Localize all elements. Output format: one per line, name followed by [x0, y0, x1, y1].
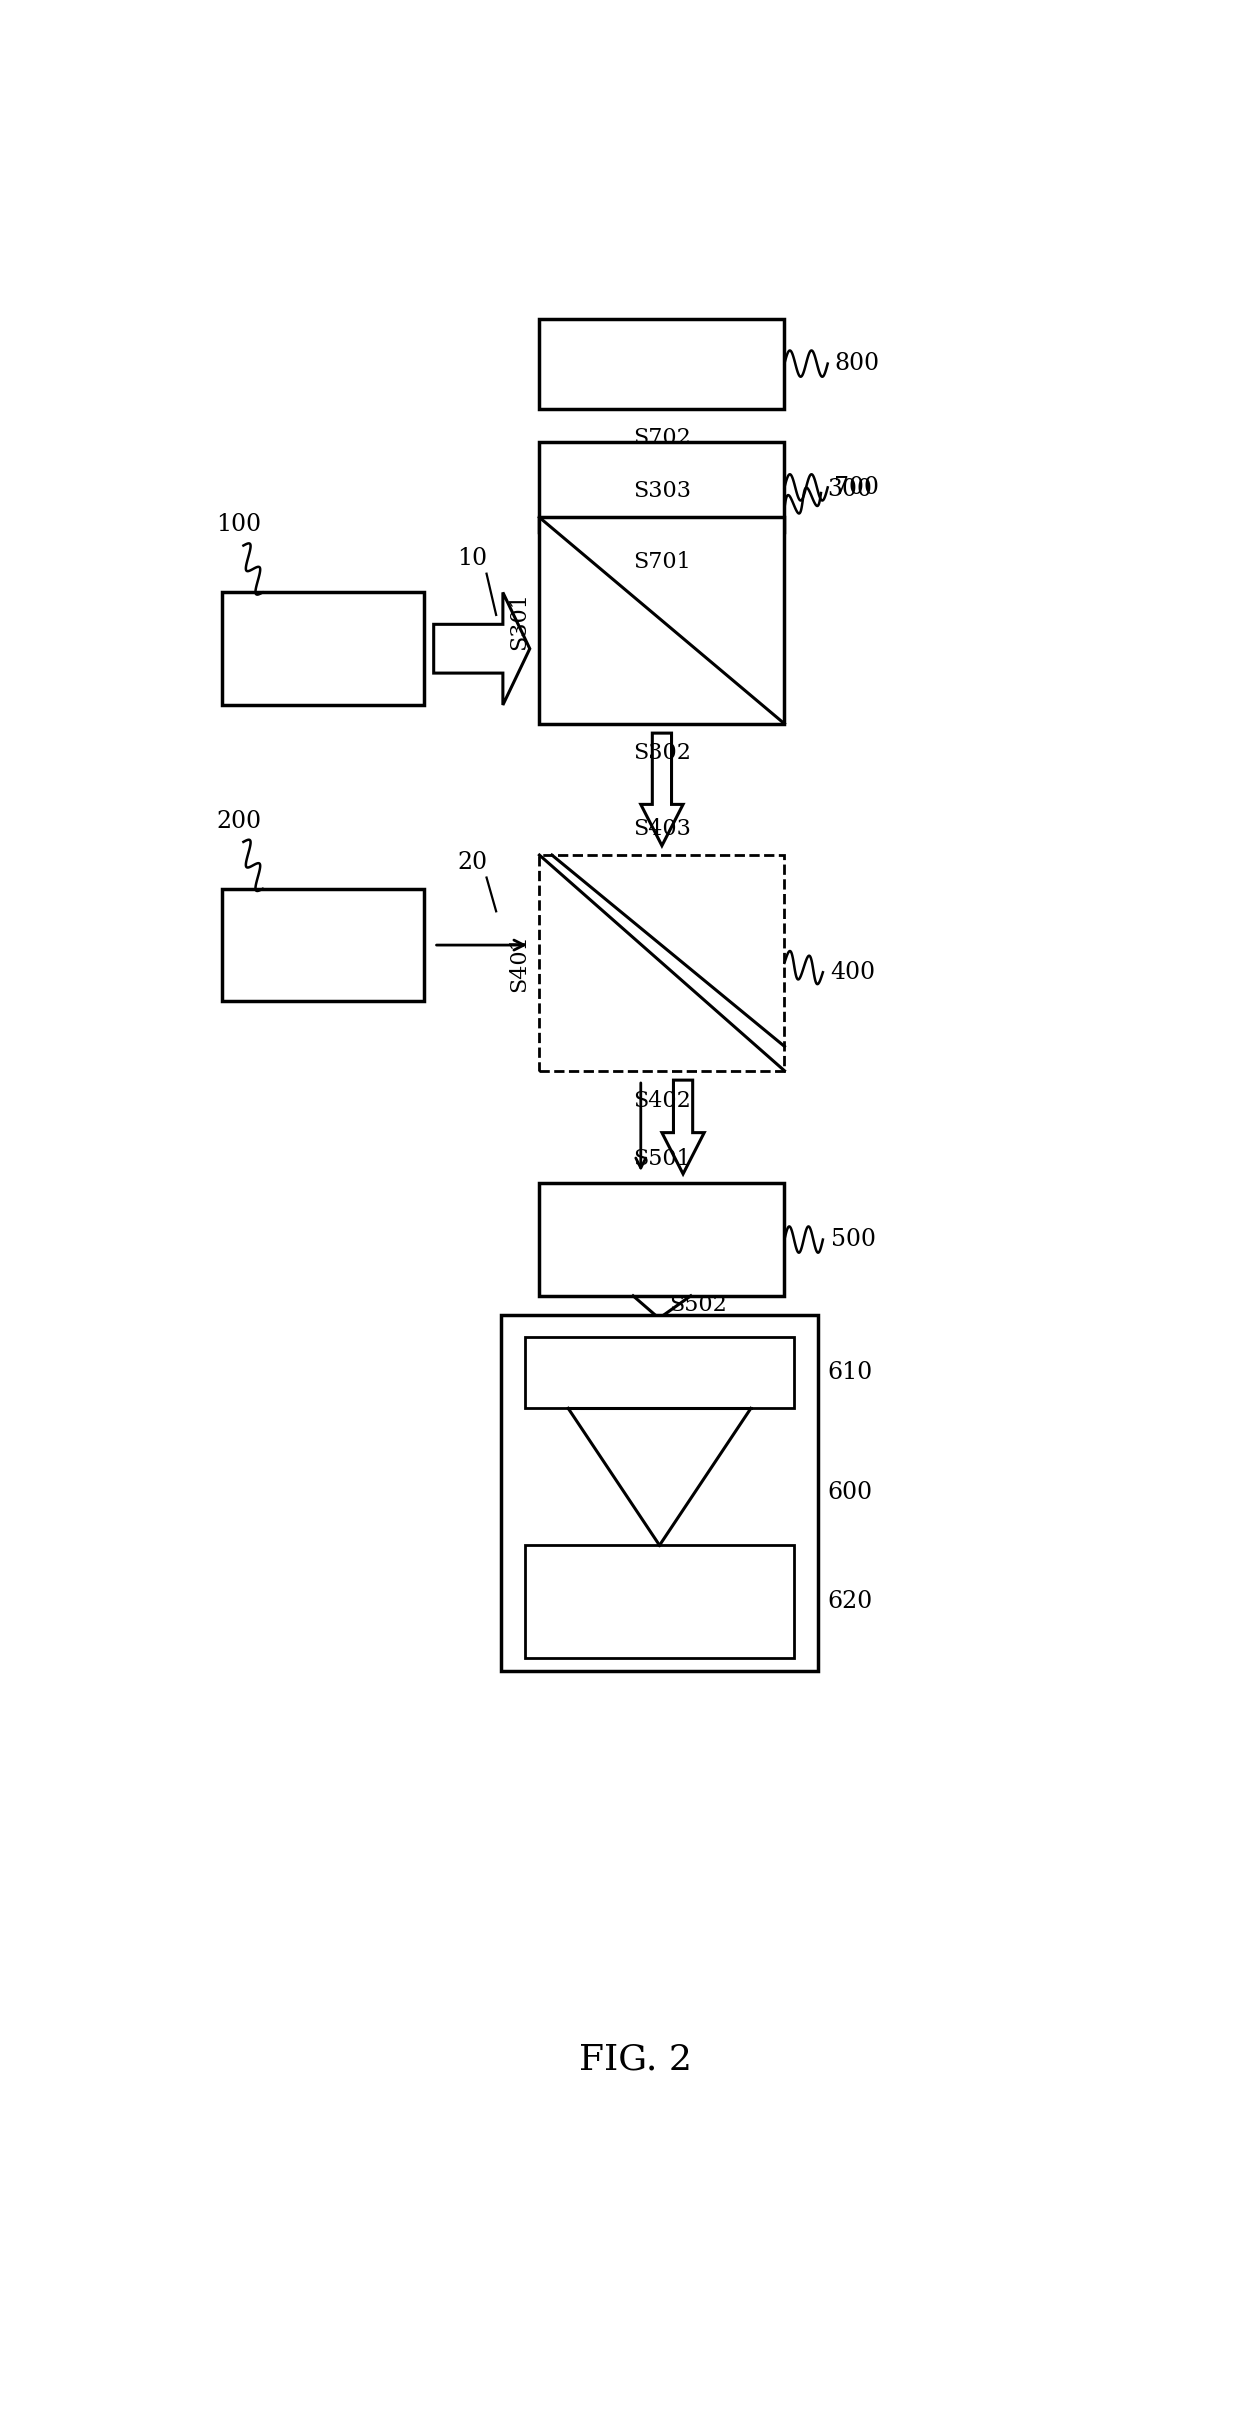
- Text: 20: 20: [458, 850, 487, 875]
- Text: 610: 610: [828, 1362, 873, 1384]
- Bar: [222, 592, 424, 704]
- Text: 300: 300: [828, 477, 873, 502]
- Text: S302: S302: [632, 743, 691, 765]
- Text: S301: S301: [508, 592, 529, 650]
- Text: 800: 800: [835, 353, 879, 375]
- Bar: [539, 319, 785, 409]
- Bar: [525, 1544, 794, 1659]
- Bar: [539, 443, 785, 533]
- Text: 10: 10: [458, 548, 487, 570]
- Text: S701: S701: [634, 551, 691, 572]
- Text: S702: S702: [634, 426, 691, 448]
- Bar: [539, 516, 785, 723]
- Text: 200: 200: [216, 809, 262, 833]
- Text: FIG. 2: FIG. 2: [579, 2041, 692, 2075]
- Bar: [501, 1315, 818, 1671]
- Text: S402: S402: [634, 1089, 691, 1111]
- Polygon shape: [434, 592, 529, 704]
- Text: S501: S501: [634, 1147, 691, 1169]
- Text: S303: S303: [632, 480, 691, 502]
- Bar: [222, 889, 424, 1001]
- Bar: [539, 1184, 785, 1296]
- Text: S403: S403: [632, 818, 691, 840]
- Text: 400: 400: [831, 960, 875, 984]
- Text: S502: S502: [670, 1294, 728, 1315]
- Bar: [525, 1337, 794, 1408]
- Text: 500: 500: [831, 1228, 875, 1252]
- Text: 700: 700: [835, 475, 879, 499]
- Text: 100: 100: [216, 514, 262, 536]
- Text: S401: S401: [508, 933, 529, 991]
- Text: 620: 620: [828, 1591, 873, 1613]
- Text: 600: 600: [828, 1481, 873, 1505]
- Polygon shape: [641, 733, 683, 845]
- Polygon shape: [662, 1079, 704, 1174]
- Bar: [539, 855, 785, 1072]
